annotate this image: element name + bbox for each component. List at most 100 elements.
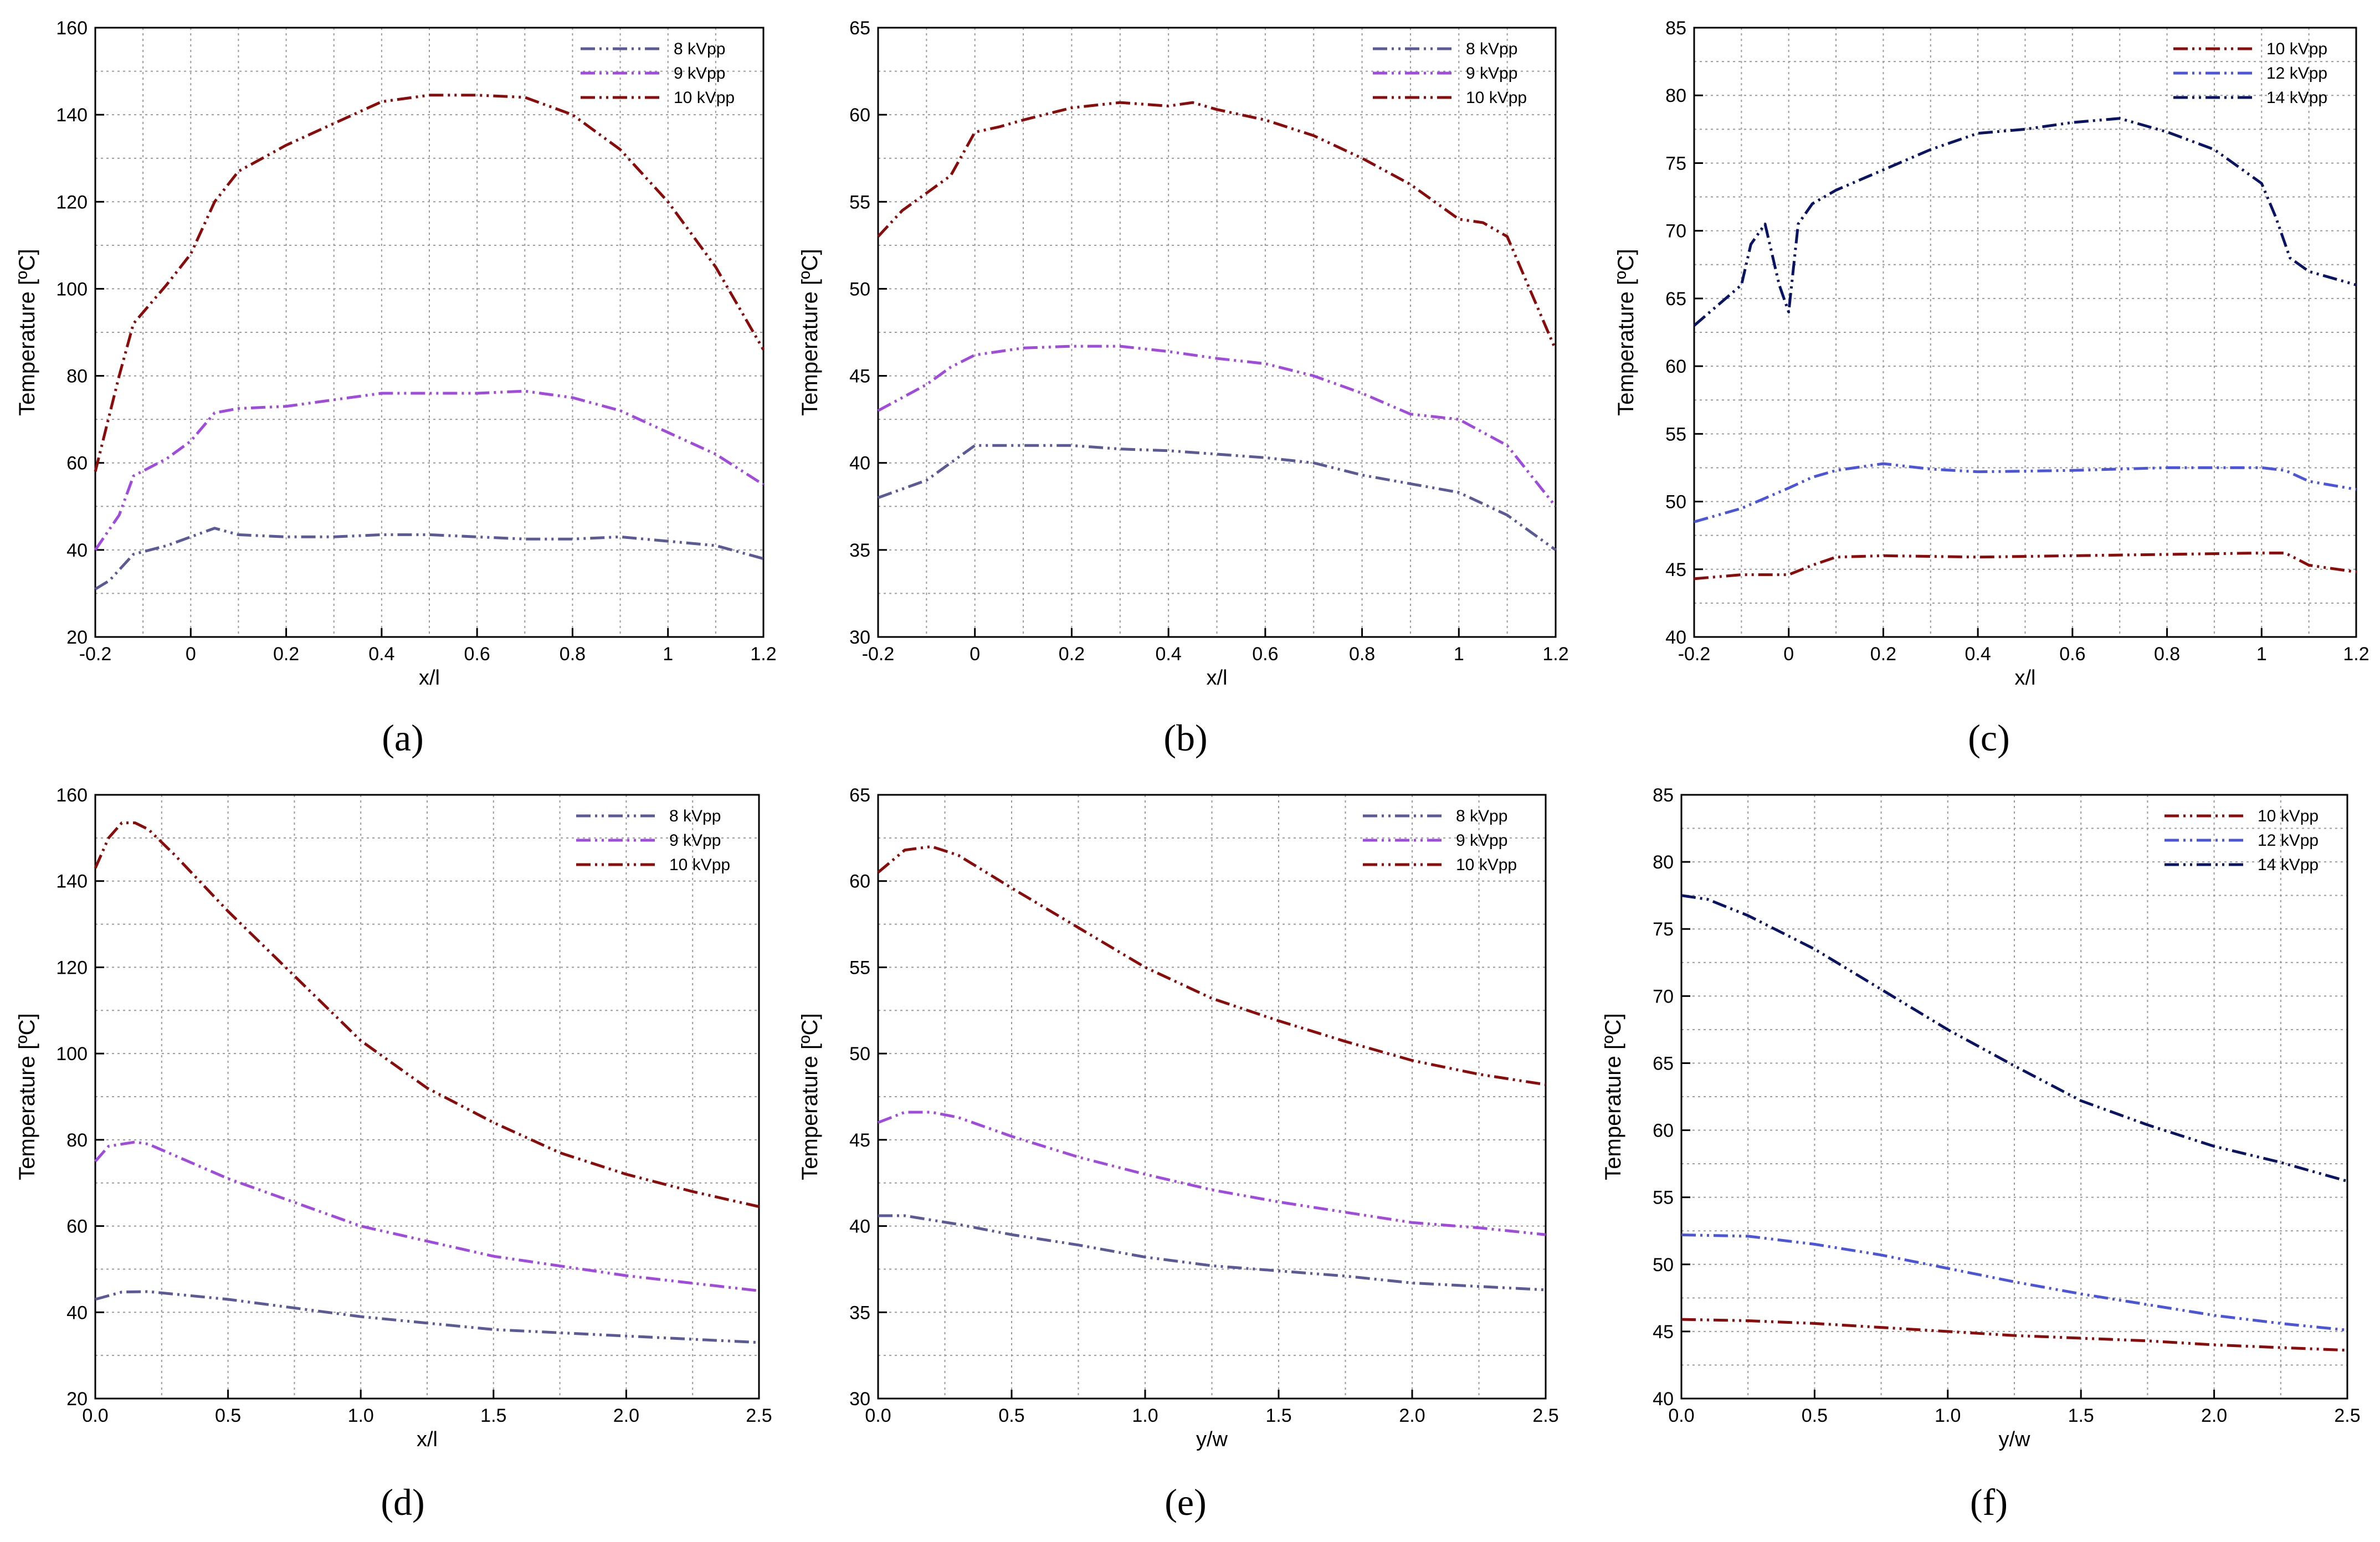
x-tick-label: 2.0 [1399,1405,1425,1426]
x-tick-label: 0.5 [215,1405,241,1426]
y-tick-label: 100 [56,1044,88,1065]
y-tick-label: 75 [1653,919,1674,940]
chart-panel: -0.2 0 0.2 0.4 0.6 0.8 1 1.2 30 35 40 45 50 55 60 65 x/l… [798,18,1569,690]
grid [95,27,764,638]
legend: 8 kVpp 9 kVpp 10 kVpp [581,40,735,107]
y-tick-label: 65 [1653,1053,1674,1074]
x-tick-label: 0.2 [1870,644,1896,665]
y-tick-label: 55 [1653,1188,1674,1209]
y-axis-label: Temperature [ºC] [15,249,39,415]
grid [878,794,1546,1399]
plot-frame [1680,794,2348,1400]
y-tick-label: 20 [66,1389,88,1410]
y-axis-label: Temperature [ºC] [798,249,822,415]
y-tick-label: 40 [849,1216,870,1237]
y-tick-label: 40 [1665,627,1686,648]
legend-label: 10 kVpp [1466,89,1527,107]
x-tick-label: 1.2 [1542,644,1568,665]
legend-label: 8 kVpp [1456,807,1507,825]
y-tick-label: 50 [849,1044,870,1065]
y-tick-label: 70 [1665,221,1686,242]
y-tick-label: 50 [1653,1255,1674,1276]
chart-panel: 0.0 0.5 1.0 1.5 2.0 2.5 30 35 40 45 50 55 60 65 y/w Tem… [798,785,1559,1451]
series-line [94,527,764,590]
legend: 10 kVpp 12 kVpp 14 kVpp [2173,40,2327,107]
x-axis-label: x/l [1207,666,1228,690]
x-tick-label: 0 [970,644,980,665]
chart-panel: -0.2 0 0.2 0.4 0.6 0.8 1 1.2 20 40 60 80 100 120 140 16… [15,18,777,690]
y-tick-label: 70 [1653,986,1674,1007]
y-tick-label: 160 [56,785,88,806]
caption-f: (f) [1970,1481,2008,1523]
x-tick-label: 0 [1783,644,1794,665]
series-line [1693,117,2357,327]
y-tick-label: 80 [66,1130,88,1151]
chart-panel: -0.2 0 0.2 0.4 0.6 0.8 1 1.2 40 45 50 55 60 65 70 75 80 8… [1614,18,2369,690]
x-axis-label: x/l [419,666,440,690]
legend: 8 kVpp 9 kVpp 10 kVpp [1363,807,1517,874]
x-tick-label: 1.5 [1265,1405,1291,1426]
caption-d: (d) [381,1481,424,1523]
y-tick-label: 45 [1665,559,1686,580]
series-line [877,845,1546,1086]
x-tick-label: -0.2 [1678,644,1711,665]
grid [1694,27,2357,638]
x-tick-label: 0.8 [2154,644,2180,665]
x-axis-label: y/w [1999,1428,2031,1451]
caption-e: (e) [1165,1481,1206,1523]
x-tick-label: -0.2 [79,644,112,665]
x-tick-label: 1.2 [2343,644,2369,665]
plot-frame [94,794,760,1400]
legend-label: 10 kVpp [1456,856,1517,874]
y-tick-label: 60 [1653,1120,1674,1142]
x-tick-label: 0.2 [1059,644,1085,665]
grid [1681,794,2348,1399]
legend-label: 14 kVpp [2266,89,2327,107]
x-axis-label: x/l [2015,666,2036,690]
x-tick-label: 0.0 [1668,1405,1694,1426]
y-tick-label: 75 [1665,153,1686,174]
caption-c: (c) [1968,717,2009,759]
y-tick-label: 80 [1665,85,1686,106]
x-tick-label: 0.5 [1802,1405,1828,1426]
legend-label: 9 kVpp [674,64,725,83]
legend-label: 10 kVpp [669,856,730,874]
series-line [94,94,765,472]
y-tick-label: 65 [1665,289,1686,310]
y-tick-label: 55 [849,192,870,213]
x-tick-label: 2.5 [1532,1405,1558,1426]
y-tick-label: 40 [66,540,88,561]
y-axis-label: Temperature [ºC] [798,1013,822,1180]
y-tick-label: 80 [1653,852,1674,873]
y-tick-label: 20 [66,627,88,648]
legend-label: 9 kVpp [1466,64,1517,83]
y-tick-label: 140 [56,105,88,126]
y-tick-label: 100 [56,279,88,300]
x-tick-label: 0.0 [82,1405,108,1426]
y-axis-label: Temperature [ºC] [1601,1013,1625,1180]
caption-a: (a) [382,717,423,759]
legend-label: 10 kVpp [2258,807,2319,825]
y-tick-label: 40 [66,1302,88,1323]
x-axis-label: y/w [1196,1428,1228,1451]
y-tick-label: 60 [849,871,870,892]
x-tick-label: 0.2 [273,644,299,665]
x-tick-label: 0.6 [464,644,490,665]
y-axis-label: Temperature [ºC] [15,1013,39,1180]
y-tick-label: 50 [849,279,870,300]
legend-label: 12 kVpp [2258,831,2319,850]
y-tick-label: 35 [849,1302,870,1323]
chart-panel: 0.0 0.5 1.0 1.5 2.0 2.5 40 45 50 55 60 65 70 75 80 85 y/… [1601,785,2361,1451]
grid [95,794,760,1399]
x-tick-label: 0.4 [1965,644,1991,665]
x-tick-label: 0.8 [1349,644,1375,665]
legend: 8 kVpp 9 kVpp 10 kVpp [576,807,730,874]
x-tick-label: 1.2 [750,644,776,665]
y-tick-label: 45 [849,366,870,387]
y-tick-label: 65 [849,18,870,39]
legend: 10 kVpp 12 kVpp 14 kVpp [2164,807,2319,874]
legend-label: 10 kVpp [674,89,735,107]
legend-label: 12 kVpp [2266,64,2327,83]
series-line [1681,1318,2348,1352]
